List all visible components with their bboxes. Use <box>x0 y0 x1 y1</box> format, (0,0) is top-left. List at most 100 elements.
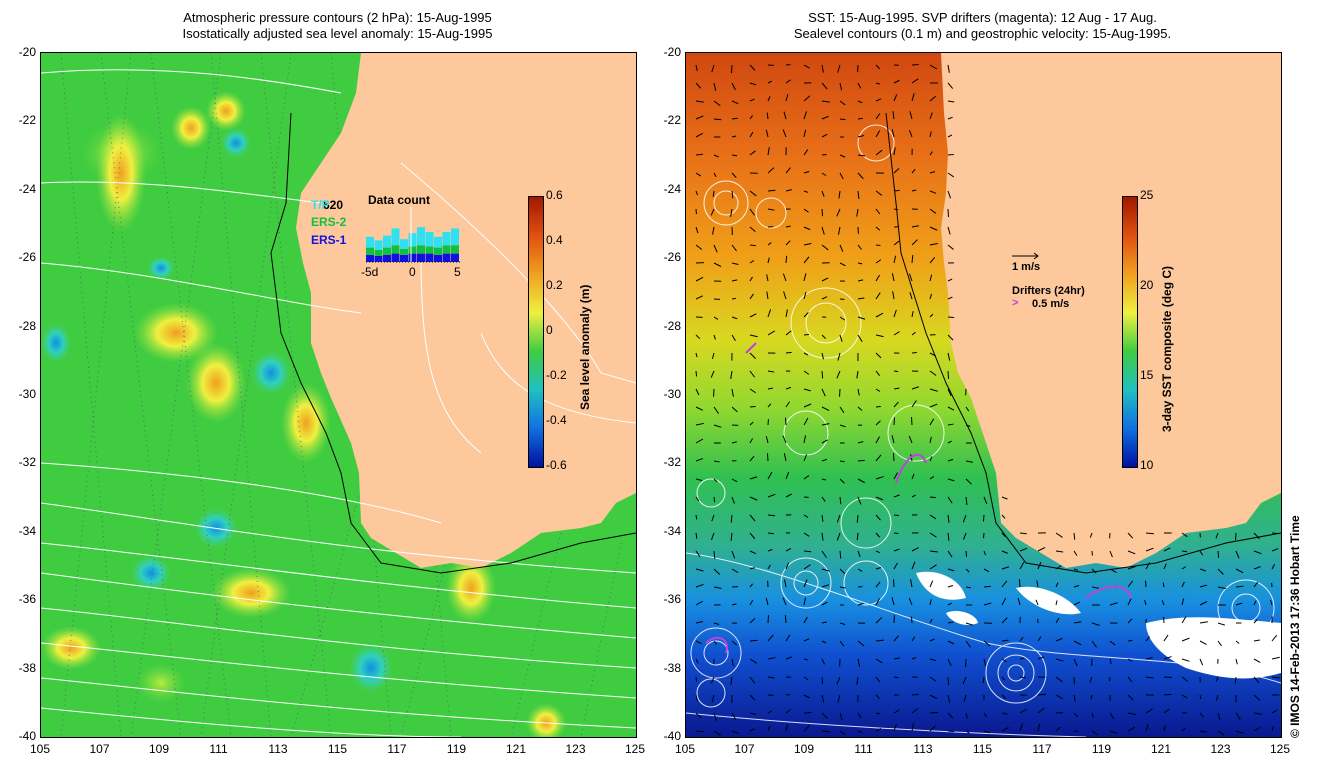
velocity-arrow <box>893 494 900 498</box>
velocity-arrow <box>785 493 792 498</box>
velocity-arrow <box>803 532 810 537</box>
velocity-arrow <box>749 532 756 540</box>
velocity-arrow <box>1019 676 1026 679</box>
velocity-arrow <box>1253 676 1260 684</box>
velocity-arrow <box>875 312 884 318</box>
velocity-arrow <box>839 622 846 626</box>
velocity-arrow <box>909 111 913 120</box>
velocity-arrow <box>749 599 754 606</box>
velocity-arrow <box>929 171 936 174</box>
velocity-arrow <box>857 100 863 104</box>
histogram-bar-segment <box>374 240 383 250</box>
velocity-arrow <box>911 78 919 84</box>
velocity-arrow <box>1019 547 1028 552</box>
velocity-arrow <box>1109 640 1116 646</box>
velocity-arrow <box>893 79 900 84</box>
velocity-arrow <box>1181 598 1185 606</box>
velocity-arrow <box>785 167 791 174</box>
velocity-arrow <box>947 568 955 572</box>
velocity-arrow <box>1271 709 1278 714</box>
velocity-arrow <box>838 190 841 199</box>
velocity-arrow <box>695 568 704 572</box>
velocity-arrow <box>929 151 933 156</box>
right-title-line1: SST: 15-Aug-1995. SVP drifters (magenta)… <box>808 10 1157 25</box>
velocity-arrow <box>1001 597 1007 606</box>
velocity-arrow <box>839 568 846 575</box>
velocity-arrow <box>1073 601 1081 606</box>
velocity-arrow <box>1253 532 1260 540</box>
velocity-arrow <box>875 676 881 683</box>
histogram-bar-segment <box>434 247 442 255</box>
velocity-arrow <box>911 547 919 552</box>
velocity-arrow <box>1145 708 1153 714</box>
velocity-arrow <box>893 331 900 336</box>
velocity-arrow <box>947 278 953 282</box>
velocity-arrow <box>695 583 704 588</box>
velocity-arrow <box>821 190 825 197</box>
sst-colorbar <box>1122 196 1138 468</box>
velocity-arrow <box>1199 550 1204 556</box>
velocity-arrow <box>893 635 899 642</box>
right-y-tick: -40 <box>663 729 681 743</box>
velocity-arrow <box>893 514 899 517</box>
velocity-arrow <box>767 634 774 642</box>
velocity-arrow <box>785 189 792 192</box>
histogram-tick-0: 0 <box>409 265 416 279</box>
velocity-arrow <box>1001 566 1010 570</box>
velocity-arrow <box>857 172 864 180</box>
velocity-arrow <box>963 694 967 702</box>
right-x-tick: 109 <box>793 742 815 756</box>
velocity-arrow <box>785 240 791 246</box>
velocity-arrow <box>965 550 968 557</box>
velocity-arrow <box>710 676 715 684</box>
velocity-arrow <box>730 532 733 542</box>
right-x-tick: 123 <box>1210 742 1231 756</box>
velocity-arrow <box>1181 616 1187 624</box>
velocity-arrow <box>731 388 734 397</box>
velocity-arrow <box>875 658 883 664</box>
velocity-arrow <box>821 64 824 73</box>
left-y-tick: -40 <box>18 729 36 743</box>
velocity-arrow <box>929 638 935 642</box>
velocity-arrow <box>821 640 827 644</box>
velocity-arrow <box>1073 712 1078 718</box>
australia-landmass <box>296 53 636 568</box>
velocity-arrow <box>713 154 719 158</box>
velocity-arrow <box>1253 550 1262 555</box>
velocity-arrow <box>875 476 884 480</box>
velocity-arrow <box>839 586 846 589</box>
velocity-arrow <box>803 711 812 714</box>
velocity-arrow <box>821 621 827 624</box>
velocity-arrow <box>947 64 950 73</box>
velocity-arrow <box>1253 694 1261 701</box>
sla-colorbar-tick: -0.6 <box>546 458 567 472</box>
velocity-arrow <box>695 600 703 606</box>
velocity-arrow <box>911 386 920 390</box>
velocity-arrow <box>821 584 830 588</box>
velocity-arrow <box>767 532 774 535</box>
right-y-tick: -38 <box>663 660 681 675</box>
velocity-arrow <box>695 550 701 557</box>
velocity-arrow <box>821 439 828 444</box>
velocity-arrow <box>929 131 932 138</box>
velocity-arrow <box>1181 676 1188 682</box>
velocity-arrow <box>767 514 776 517</box>
velocity-arrow <box>929 599 932 606</box>
velocity-arrow <box>983 658 987 667</box>
velocity-arrow <box>749 712 757 715</box>
velocity-arrow <box>749 313 757 318</box>
velocity-arrow <box>803 435 807 444</box>
left-x-tick: 117 <box>387 742 407 756</box>
velocity-arrow <box>910 579 913 588</box>
velocity-arrow <box>929 618 933 624</box>
velocity-arrow <box>983 602 992 606</box>
velocity-arrow <box>965 406 970 412</box>
velocity-arrow <box>803 597 807 606</box>
velocity-arrow <box>875 334 884 338</box>
velocity-arrow <box>713 568 721 575</box>
velocity-arrow <box>713 316 719 320</box>
velocity-arrow <box>695 532 698 539</box>
velocity-arrow <box>1001 727 1009 732</box>
velocity-arrow <box>911 494 916 498</box>
velocity-arrow <box>749 694 756 701</box>
